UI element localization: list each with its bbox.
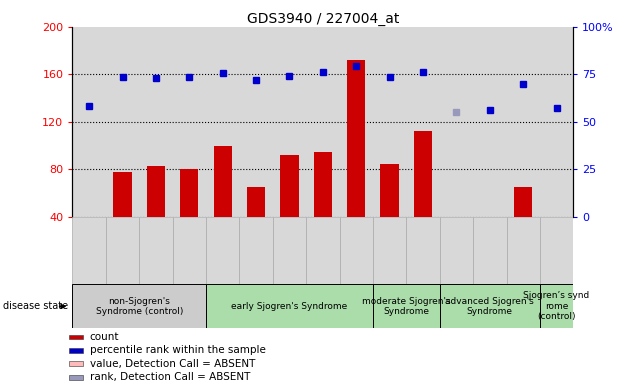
Bar bbox=[273, 217, 306, 284]
Bar bbox=[507, 217, 540, 284]
Bar bbox=[306, 217, 340, 284]
Bar bbox=[173, 217, 206, 284]
Bar bbox=[69, 348, 83, 353]
Bar bbox=[113, 172, 132, 217]
Text: moderate Sjogren's
Syndrome: moderate Sjogren's Syndrome bbox=[362, 296, 450, 316]
Text: disease state: disease state bbox=[3, 301, 68, 311]
Bar bbox=[280, 155, 299, 217]
Bar bbox=[314, 152, 332, 217]
Bar bbox=[381, 164, 399, 217]
Text: rank, Detection Call = ABSENT: rank, Detection Call = ABSENT bbox=[89, 372, 250, 382]
Text: value, Detection Call = ABSENT: value, Detection Call = ABSENT bbox=[89, 359, 255, 369]
Bar bbox=[69, 334, 83, 339]
Bar bbox=[180, 169, 198, 217]
Bar bbox=[347, 60, 365, 217]
Bar bbox=[440, 284, 540, 328]
Bar bbox=[206, 284, 373, 328]
Bar bbox=[206, 217, 239, 284]
Bar bbox=[373, 217, 406, 284]
Bar bbox=[214, 146, 232, 217]
Bar bbox=[540, 284, 573, 328]
Bar bbox=[147, 166, 165, 217]
Title: GDS3940 / 227004_at: GDS3940 / 227004_at bbox=[247, 12, 399, 26]
Bar bbox=[514, 187, 532, 217]
Text: count: count bbox=[89, 332, 119, 342]
Bar bbox=[139, 217, 173, 284]
Bar bbox=[69, 375, 83, 380]
Text: advanced Sjogren's
Syndrome: advanced Sjogren's Syndrome bbox=[445, 296, 534, 316]
Bar bbox=[72, 217, 106, 284]
Bar bbox=[540, 217, 573, 284]
Text: non-Sjogren's
Syndrome (control): non-Sjogren's Syndrome (control) bbox=[96, 296, 183, 316]
Text: percentile rank within the sample: percentile rank within the sample bbox=[89, 345, 265, 356]
Bar bbox=[247, 187, 265, 217]
Bar bbox=[239, 217, 273, 284]
Bar bbox=[414, 131, 432, 217]
Bar bbox=[473, 217, 507, 284]
Bar bbox=[440, 217, 473, 284]
Bar bbox=[373, 284, 440, 328]
Bar bbox=[340, 217, 373, 284]
Bar bbox=[69, 361, 83, 366]
Bar bbox=[106, 217, 139, 284]
Bar bbox=[406, 217, 440, 284]
Text: Sjogren’s synd
rome
(control): Sjogren’s synd rome (control) bbox=[524, 291, 590, 321]
Text: early Sjogren's Syndrome: early Sjogren's Syndrome bbox=[231, 302, 348, 311]
Bar bbox=[72, 284, 206, 328]
